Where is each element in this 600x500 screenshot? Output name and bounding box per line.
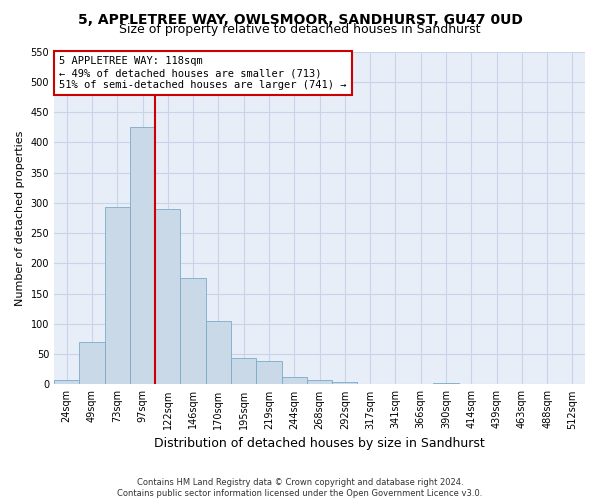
Bar bbox=[130, 127, 155, 384]
Bar bbox=[79, 342, 104, 384]
Bar bbox=[307, 380, 332, 384]
Bar bbox=[54, 380, 79, 384]
Bar bbox=[231, 358, 256, 384]
Bar bbox=[104, 207, 130, 384]
Bar bbox=[433, 383, 458, 384]
Bar bbox=[181, 278, 206, 384]
Bar bbox=[155, 209, 181, 384]
Y-axis label: Number of detached properties: Number of detached properties bbox=[15, 130, 25, 306]
Text: 5 APPLETREE WAY: 118sqm
← 49% of detached houses are smaller (713)
51% of semi-d: 5 APPLETREE WAY: 118sqm ← 49% of detache… bbox=[59, 56, 347, 90]
Bar bbox=[206, 321, 231, 384]
Bar bbox=[332, 382, 358, 384]
Text: 5, APPLETREE WAY, OWLSMOOR, SANDHURST, GU47 0UD: 5, APPLETREE WAY, OWLSMOOR, SANDHURST, G… bbox=[77, 12, 523, 26]
Text: Size of property relative to detached houses in Sandhurst: Size of property relative to detached ho… bbox=[119, 22, 481, 36]
X-axis label: Distribution of detached houses by size in Sandhurst: Distribution of detached houses by size … bbox=[154, 437, 485, 450]
Bar bbox=[256, 362, 281, 384]
Text: Contains HM Land Registry data © Crown copyright and database right 2024.
Contai: Contains HM Land Registry data © Crown c… bbox=[118, 478, 482, 498]
Bar bbox=[281, 376, 307, 384]
